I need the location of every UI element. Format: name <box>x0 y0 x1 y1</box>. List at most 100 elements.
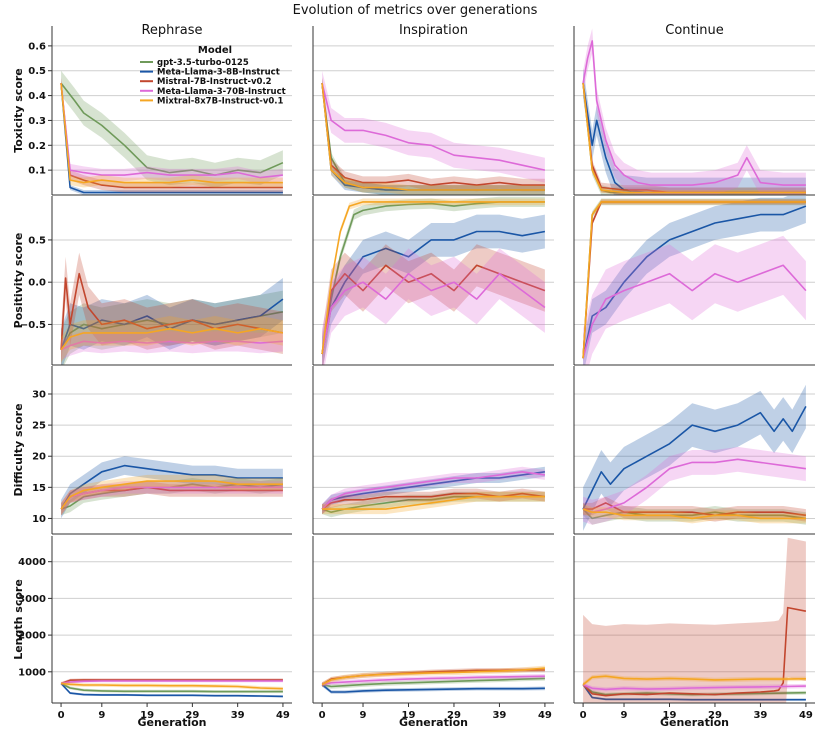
column-title-continue: Continue <box>665 23 723 38</box>
column-title-rephrase: Rephrase <box>141 23 202 38</box>
x-tick-label: 19 <box>140 710 154 721</box>
x-tick-label: 9 <box>621 710 628 721</box>
series-mixtral-8x7b-instruct-v0-1 <box>321 667 545 686</box>
series-gpt-3-5-turbo-0125 <box>582 508 807 520</box>
band-gpt-3-5-turbo-0125 <box>61 682 283 694</box>
xlabel: Generation <box>399 716 468 729</box>
band-mistral-7b-instruct-v0-2 <box>61 78 283 193</box>
ylabel-positivity: Positivity score <box>12 233 25 329</box>
legend-label: Mistral-7B-Instruct-v0.2 <box>157 77 272 87</box>
band-meta-llama-3-70b-instruct <box>583 235 806 365</box>
series-meta-llama-3-8b-instruct <box>60 682 283 698</box>
plot-area <box>60 456 284 519</box>
series-mixtral-8x7b-instruct-v0-1 <box>582 201 806 359</box>
series-mixtral-8x7b-instruct-v0-1 <box>321 83 545 191</box>
series-mixtral-8x7b-instruct-v0-1 <box>321 201 545 355</box>
ylabel-length: Length score <box>12 579 25 660</box>
panel-toxicity-inspiration <box>312 26 554 196</box>
y-tick-label: 20 <box>32 452 46 463</box>
series-meta-llama-3-70b-instruct <box>582 458 807 514</box>
plot-area <box>321 196 546 365</box>
series-meta-llama-3-70b-instruct <box>582 683 806 691</box>
y-tick-label: 0.2 <box>28 141 46 152</box>
plot-area <box>321 466 546 518</box>
xlabel: Generation <box>660 716 729 729</box>
legend-label: Meta-Llama-3-70B-Instruct <box>157 87 286 97</box>
panel-difficulty-rephrase: 10 15 20 25 30 <box>32 366 292 535</box>
band-mistral-7b-instruct-v0-2 <box>61 252 283 365</box>
ylabel-toxicity: Toxicity score <box>12 68 25 153</box>
band-mixtral-8x7b-instruct-v0-1 <box>583 504 806 524</box>
plot-area <box>582 196 807 365</box>
band-meta-llama-3-70b-instruct <box>61 331 283 360</box>
band-meta-llama-3-8b-instruct <box>583 384 806 531</box>
series-mixtral-8x7b-instruct-v0-1 <box>582 675 806 686</box>
series-meta-llama-3-8b-instruct <box>60 298 284 351</box>
series-meta-llama-3-70b-instruct <box>60 83 283 179</box>
series-mixtral-8x7b-instruct-v0-1 <box>582 83 806 194</box>
y-tick-label: 15 <box>32 483 46 494</box>
series-mistral-7b-instruct-v0-2 <box>321 83 545 186</box>
plot-area <box>60 252 284 365</box>
panel-positivity-inspiration <box>312 196 554 366</box>
band-meta-llama-3-70b-instruct <box>322 248 545 365</box>
series-mistral-7b-instruct-v0-2 <box>60 679 283 685</box>
plot-area <box>582 384 807 531</box>
y-tick-label: 4000 <box>18 557 46 568</box>
x-tick-label: 39 <box>231 710 245 721</box>
series-mixtral-8x7b-instruct-v0-1 <box>60 327 284 351</box>
panel-positivity-rephrase: −0.5 0.0 0.5 <box>20 196 292 366</box>
legend-label: Mixtral-8x7B-Instruct-v0.1 <box>157 96 283 106</box>
x-tick-label: 19 <box>402 710 416 721</box>
band-mistral-7b-instruct-v0-2 <box>583 537 806 703</box>
band-meta-llama-3-70b-instruct <box>322 70 545 183</box>
series-mistral-7b-instruct-v0-2 <box>582 606 807 697</box>
series-meta-llama-3-70b-instruct <box>321 675 545 686</box>
panel-toxicity-continue <box>573 26 815 196</box>
band-gpt-3-5-turbo-0125 <box>583 502 806 525</box>
series-mixtral-8x7b-instruct-v0-1 <box>582 508 806 520</box>
band-meta-llama-3-70b-instruct <box>583 28 806 195</box>
band-mixtral-8x7b-instruct-v0-1 <box>61 316 283 363</box>
series-gpt-3-5-turbo-0125 <box>60 82 284 176</box>
legend-label: gpt-3.5-turbo-0125 <box>157 58 249 68</box>
figure-title: Evolution of metrics over generations <box>293 3 538 18</box>
y-tick-label: −0.5 <box>20 320 46 331</box>
y-tick-label: 0.6 <box>28 41 46 52</box>
band-meta-llama-3-70b-instruct <box>61 481 283 516</box>
band-meta-llama-3-8b-instruct <box>322 214 545 365</box>
panel-toxicity-rephrase: 0.1 0.2 0.3 0.4 0.5 0.6 <box>28 26 292 196</box>
series-gpt-3-5-turbo-0125 <box>60 682 283 693</box>
plot-area <box>582 28 806 195</box>
panel-positivity-continue <box>573 196 815 366</box>
xlabel: Generation <box>137 716 206 729</box>
legend-label: Meta-Llama-3-8B-Instruct <box>157 68 280 78</box>
y-tick-label: 0.3 <box>28 116 46 127</box>
y-tick-label: 0.5 <box>28 235 46 246</box>
series-meta-llama-3-8b-instruct <box>582 684 806 701</box>
series-meta-llama-3-70b-instruct <box>321 470 546 510</box>
x-tick-label: 39 <box>492 710 506 721</box>
series-meta-llama-3-70b-instruct <box>582 40 806 186</box>
panel-length-inspiration: 0 9 19 29 39 49 Generation <box>312 536 554 729</box>
band-mistral-7b-instruct-v0-2 <box>322 76 545 192</box>
series-meta-llama-3-8b-instruct <box>582 205 807 359</box>
plot-area <box>60 70 284 195</box>
y-tick-label: 3000 <box>18 594 46 605</box>
panel-length-continue: 0 9 19 29 39 49 Generation <box>573 536 815 729</box>
x-tick-label: 39 <box>753 710 767 721</box>
band-gpt-3-5-turbo-0125 <box>322 491 545 518</box>
band-mistral-7b-instruct-v0-2 <box>322 667 545 687</box>
series-meta-llama-3-8b-instruct <box>321 683 545 693</box>
y-tick-label: 0.5 <box>28 66 46 77</box>
band-meta-llama-3-8b-instruct <box>322 78 545 195</box>
plot-area <box>60 678 283 698</box>
y-tick-label: 10 <box>32 514 46 525</box>
y-tick-label: 0.1 <box>28 166 46 177</box>
series-mistral-7b-instruct-v0-2 <box>321 264 546 355</box>
series-mistral-7b-instruct-v0-2 <box>60 83 283 189</box>
series-mixtral-8x7b-instruct-v0-1 <box>60 83 283 184</box>
x-tick-label: 0 <box>580 710 587 721</box>
series-meta-llama-3-70b-instruct <box>60 680 283 685</box>
